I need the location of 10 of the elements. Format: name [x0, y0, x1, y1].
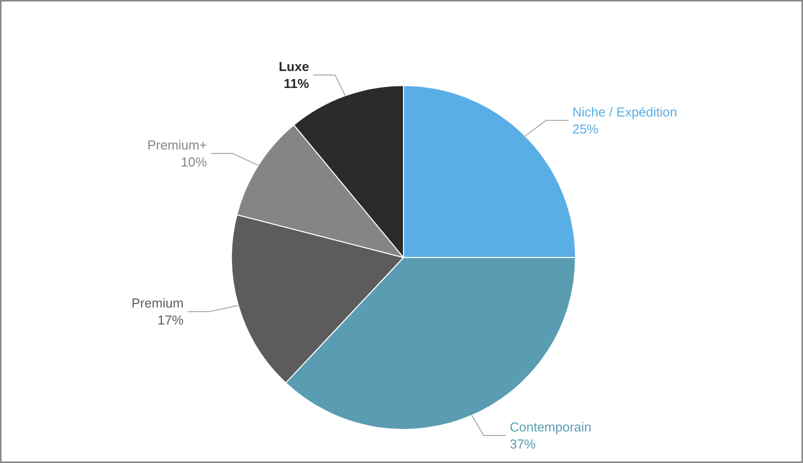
slice-label: Premium	[132, 296, 184, 311]
slice-label: Premium+	[147, 138, 207, 153]
data-label: 25%	[572, 121, 599, 136]
slice-label: Niche / Expédition	[572, 104, 678, 120]
data-label: 37%	[510, 436, 536, 452]
slice-label: Contemporain	[510, 420, 592, 435]
data-label: 17%	[158, 312, 184, 328]
data-label: 11%	[284, 76, 310, 91]
slice-label: Luxe	[278, 58, 310, 74]
data-label: 10%	[180, 154, 208, 170]
